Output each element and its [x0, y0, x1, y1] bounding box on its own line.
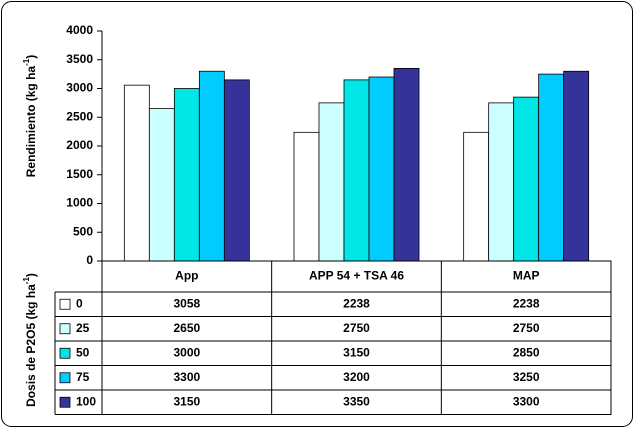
table-value: 3000	[173, 345, 200, 359]
y-tick-label: 3500	[66, 52, 93, 66]
legend-title-end: )	[24, 273, 38, 277]
legend-label: 75	[76, 370, 90, 384]
table-value: 3150	[173, 394, 200, 408]
legend-label: 0	[76, 296, 83, 310]
legend-label: 50	[76, 345, 90, 359]
x-tick-label: APP 54 + TSA 46	[309, 269, 404, 283]
bar	[148, 108, 175, 262]
bar	[173, 88, 200, 262]
table-value: 3250	[513, 370, 540, 384]
table-value: 3150	[343, 345, 370, 359]
y-tick-label: 1500	[66, 167, 93, 181]
y-tick-label: 2000	[66, 138, 93, 152]
y-tick-label: 2500	[66, 109, 93, 123]
table-value: 2750	[343, 321, 370, 335]
y-axis-title-end: )	[24, 55, 38, 59]
y-axis-title-text: Rendimiento (kg ha	[24, 66, 38, 178]
x-tick-label: App	[175, 269, 198, 283]
y-axis-title: Rendimiento (kg ha-1)	[22, 55, 38, 177]
bar	[538, 73, 565, 262]
bar	[343, 79, 370, 262]
bar	[318, 102, 345, 262]
y-axis-title-sup: -1	[22, 58, 31, 66]
legend-swatch	[59, 396, 71, 408]
table-value: 2238	[513, 296, 540, 310]
bar	[393, 67, 420, 262]
table-value: 3058	[173, 296, 200, 310]
legend-label: 25	[76, 321, 90, 335]
data-table	[101, 260, 612, 415]
y-tick-label: 3000	[66, 81, 93, 95]
x-tick-label: MAP	[513, 269, 540, 283]
bar	[123, 84, 150, 262]
y-tick-label: 4000	[66, 23, 93, 37]
y-tick-label: 500	[73, 224, 93, 238]
legend-swatch	[59, 323, 71, 335]
table-value: 2650	[173, 321, 200, 335]
legend-swatch	[59, 347, 71, 359]
bar	[513, 96, 540, 262]
bar	[463, 131, 490, 262]
legend-label: 100	[76, 394, 96, 408]
table-value: 2850	[513, 345, 540, 359]
bar	[488, 102, 515, 262]
y-tick-label: 0	[86, 253, 93, 267]
table-value: 2750	[513, 321, 540, 335]
bar	[293, 131, 320, 262]
bar	[198, 70, 225, 262]
legend-title-text: Dosis de P2O5 (kg ha	[24, 284, 38, 407]
table-value: 3300	[513, 394, 540, 408]
legend-swatch	[59, 298, 71, 310]
y-tick-label: 1000	[66, 196, 93, 210]
table-value: 3200	[343, 370, 370, 384]
bar	[368, 76, 395, 262]
bar	[223, 79, 250, 262]
bar	[563, 70, 590, 262]
table-value: 3300	[173, 370, 200, 384]
legend-title-sup: -1	[22, 277, 31, 285]
legend-title: Dosis de P2O5 (kg ha-1)	[22, 273, 38, 407]
legend-swatch	[59, 372, 71, 384]
table-value: 2238	[343, 296, 370, 310]
table-value: 3350	[343, 394, 370, 408]
